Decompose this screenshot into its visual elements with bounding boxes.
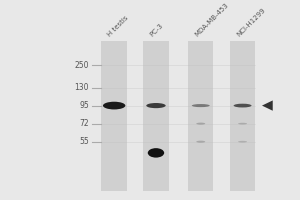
Ellipse shape (192, 104, 210, 107)
Ellipse shape (238, 123, 247, 125)
Ellipse shape (146, 103, 166, 108)
Ellipse shape (234, 104, 251, 107)
Polygon shape (262, 100, 273, 111)
Text: MDA-MB-453: MDA-MB-453 (194, 2, 230, 38)
Ellipse shape (148, 148, 164, 158)
Text: H testis: H testis (107, 15, 130, 38)
Text: NCI-H1299: NCI-H1299 (235, 7, 266, 38)
FancyBboxPatch shape (188, 41, 214, 191)
FancyBboxPatch shape (143, 41, 169, 191)
Ellipse shape (196, 141, 205, 143)
Text: 95: 95 (79, 101, 89, 110)
Ellipse shape (103, 102, 125, 109)
Ellipse shape (238, 141, 247, 143)
Text: 130: 130 (74, 83, 89, 92)
Text: 55: 55 (79, 137, 89, 146)
FancyBboxPatch shape (230, 41, 255, 191)
Text: PC-3: PC-3 (149, 22, 164, 38)
Ellipse shape (196, 123, 205, 125)
FancyBboxPatch shape (101, 41, 127, 191)
Text: 72: 72 (79, 119, 89, 128)
Text: 250: 250 (74, 61, 89, 70)
